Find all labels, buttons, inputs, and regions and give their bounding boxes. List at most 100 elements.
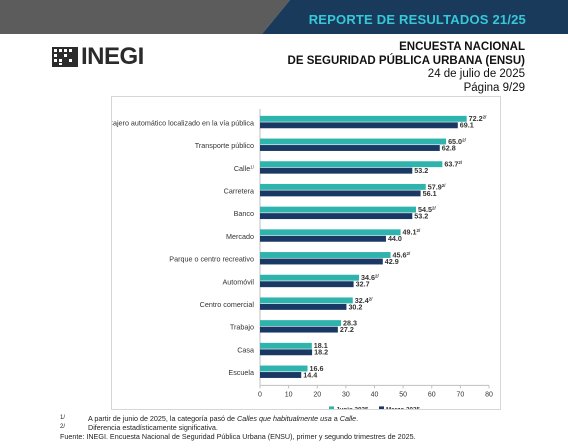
bar-junio bbox=[260, 115, 467, 122]
top-banner: REPORTE DE RESULTADOS 21/25 bbox=[0, 0, 568, 34]
data-label: 57.92/ bbox=[428, 182, 447, 191]
data-label: 69.1 bbox=[460, 121, 474, 130]
bar-marzo bbox=[260, 258, 383, 265]
bar-junio bbox=[260, 229, 401, 236]
banner-navy-shape bbox=[262, 0, 568, 34]
chart-container: Cajero automático localizado en la vía p… bbox=[111, 96, 501, 410]
bar-chart: Cajero automático localizado en la vía p… bbox=[112, 109, 493, 409]
bar-marzo bbox=[260, 349, 313, 356]
data-label: 18.2 bbox=[314, 348, 328, 357]
survey-title-line1: ENCUESTA NACIONAL bbox=[399, 41, 525, 53]
category-label: Centro comercial bbox=[200, 300, 255, 309]
category-label: Automóvil bbox=[222, 277, 254, 286]
bar-marzo bbox=[260, 372, 302, 378]
footnote-1-text-pre: A partir de junio de 2025, la categoría … bbox=[88, 414, 238, 423]
category-label: Escuela bbox=[228, 368, 254, 377]
x-tick-label: 70 bbox=[456, 391, 464, 398]
inegi-logo: INEGI bbox=[52, 43, 144, 70]
category-label: Calle1/ bbox=[234, 164, 255, 173]
footnote-1-old-category: Calles que habitualmente usa bbox=[237, 414, 332, 423]
x-tick-label: 60 bbox=[428, 391, 436, 398]
category-label: Transporte público bbox=[195, 141, 254, 150]
bar-junio bbox=[260, 183, 426, 190]
footnote-1-new-category: Calle bbox=[339, 414, 357, 423]
inegi-logo-icon bbox=[52, 47, 78, 67]
bar-marzo bbox=[260, 326, 338, 333]
data-label: 72.22/ bbox=[469, 114, 488, 123]
bar-marzo bbox=[260, 213, 413, 220]
data-label: 32.42/ bbox=[355, 296, 374, 305]
bar-marzo bbox=[260, 281, 354, 288]
x-tick-label: 0 bbox=[258, 391, 262, 398]
bar-marzo bbox=[260, 303, 347, 310]
report-title: REPORTE DE RESULTADOS 21/25 bbox=[308, 12, 526, 27]
inegi-logo-text: INEGI bbox=[81, 43, 144, 70]
page-number: Página 9/29 bbox=[463, 81, 525, 94]
report-date: 24 de julio de 2025 bbox=[427, 68, 525, 80]
bar-marzo bbox=[260, 145, 440, 151]
data-label: 28.3 bbox=[343, 318, 357, 327]
x-tick-label: 80 bbox=[485, 391, 493, 398]
legend-label-marzo: Marzo 2025 bbox=[386, 406, 420, 409]
data-label: 16.6 bbox=[310, 364, 324, 373]
data-label: 53.2 bbox=[414, 166, 428, 175]
footnote-1-text-end: . bbox=[356, 414, 359, 423]
x-tick-label: 10 bbox=[285, 391, 293, 398]
data-label: 14.4 bbox=[303, 370, 317, 379]
bar-junio bbox=[260, 297, 353, 304]
data-label: 34.62/ bbox=[361, 273, 380, 282]
bar-junio bbox=[260, 365, 308, 372]
data-label: 56.1 bbox=[423, 189, 437, 198]
bar-marzo bbox=[260, 122, 458, 129]
category-label: Parque o centro recreativo bbox=[169, 255, 254, 264]
footnotes: 1/ A partir de junio de 2025, la categor… bbox=[60, 414, 416, 441]
data-label: 42.9 bbox=[385, 257, 399, 266]
banner-shapes bbox=[0, 0, 568, 34]
bar-marzo bbox=[260, 190, 421, 197]
footnote-1: 1/ A partir de junio de 2025, la categor… bbox=[60, 414, 416, 423]
bar-junio bbox=[260, 252, 391, 258]
bar-marzo bbox=[260, 167, 413, 174]
bar-junio bbox=[260, 138, 447, 145]
category-label: Casa bbox=[237, 345, 254, 354]
footnote-1-text-mid: a bbox=[331, 414, 340, 423]
bar-junio bbox=[260, 274, 360, 281]
data-label: 54.52/ bbox=[418, 205, 437, 214]
category-label: Banco bbox=[234, 209, 254, 218]
source-note: Fuente: INEGI. Encuesta Nacional de Segu… bbox=[60, 432, 416, 441]
data-label: 45.62/ bbox=[393, 250, 412, 259]
bar-junio bbox=[260, 161, 443, 168]
footnote-1-text: A partir de junio de 2025, la categoría … bbox=[88, 414, 358, 423]
data-label: 62.8 bbox=[442, 143, 456, 152]
x-tick-label: 50 bbox=[399, 391, 407, 398]
survey-header: ENCUESTA NACIONAL DE SEGURIDAD PÚBLICA U… bbox=[288, 41, 525, 95]
category-label: Cajero automático localizado en la vía p… bbox=[112, 118, 254, 127]
data-label: 49.12/ bbox=[403, 228, 422, 237]
data-label: 27.2 bbox=[340, 325, 354, 334]
x-tick-label: 40 bbox=[371, 391, 379, 398]
survey-title-line2: DE SEGURIDAD PÚBLICA URBANA (ENSU) bbox=[287, 54, 525, 67]
data-label: 18.1 bbox=[314, 341, 328, 350]
category-label: Trabajo bbox=[230, 323, 254, 332]
bar-marzo bbox=[260, 235, 386, 242]
data-label: 65.02/ bbox=[448, 137, 467, 146]
category-label: Carretera bbox=[224, 186, 254, 195]
category-label: Mercado bbox=[226, 232, 254, 241]
legend-swatch-junio bbox=[329, 406, 334, 409]
footnote-1-mark: 1/ bbox=[60, 415, 66, 421]
bar-junio bbox=[260, 342, 312, 349]
data-label: 53.2 bbox=[414, 211, 428, 220]
legend-swatch-marzo bbox=[379, 406, 384, 409]
footnote-2-mark: 2/ bbox=[60, 424, 66, 430]
data-label: 30.2 bbox=[348, 302, 362, 311]
legend-label-junio: Junio 2025 bbox=[336, 406, 369, 409]
banner-gray-shape bbox=[0, 0, 290, 34]
footnote-2: 2/ Diferencia estadísticamente significa… bbox=[60, 423, 416, 432]
bar-junio bbox=[260, 206, 417, 213]
x-tick-label: 20 bbox=[313, 391, 321, 398]
x-tick-label: 30 bbox=[342, 391, 350, 398]
data-label: 44.0 bbox=[388, 234, 402, 243]
bar-junio bbox=[260, 320, 342, 327]
data-label: 32.7 bbox=[356, 280, 370, 289]
data-label: 63.72/ bbox=[444, 160, 463, 169]
